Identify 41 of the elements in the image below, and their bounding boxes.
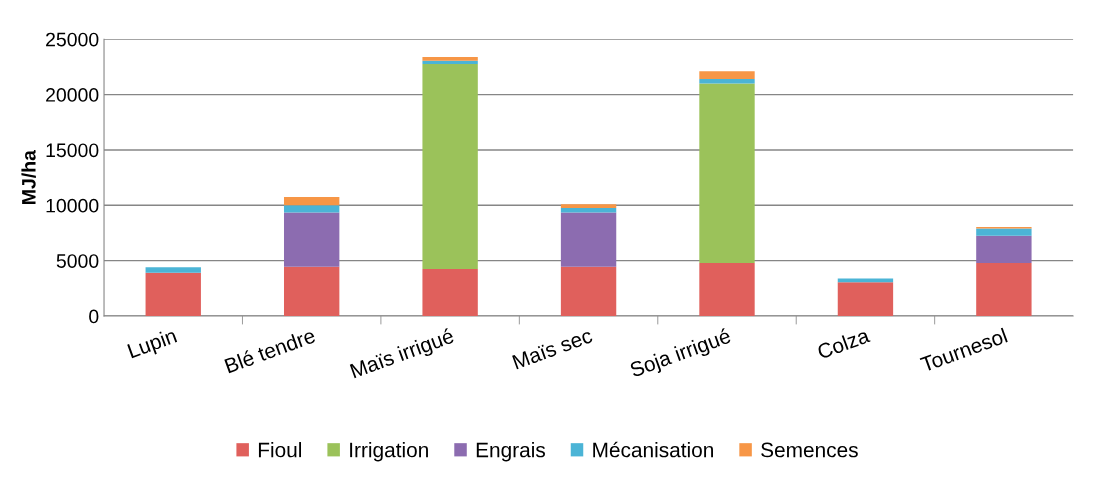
y-tick-label: 10000 (46, 198, 99, 213)
bar (422, 64, 478, 269)
bar (284, 212, 340, 267)
bar (699, 71, 755, 80)
x-tick-label: Soja irrigué (628, 327, 733, 382)
legend-label: Engrais (476, 442, 545, 462)
legend-label: Irrigation (350, 442, 428, 462)
y-tick-label: 15000 (46, 143, 99, 158)
y-tick-label: 5000 (56, 254, 99, 268)
legend-label: Mécanisation (593, 441, 713, 458)
y-tick-label: 0 (89, 309, 99, 324)
bar (699, 79, 755, 84)
bar (422, 268, 478, 317)
bar (560, 208, 617, 213)
x-tick-label: Maïs irrigué (349, 327, 456, 383)
bar (560, 266, 617, 317)
x-tick-label: Maïs sec (512, 328, 594, 370)
bar (976, 228, 1032, 236)
x-tick-label: Lupin (126, 327, 179, 363)
bar (976, 262, 1032, 317)
legend-label: Semences (761, 442, 858, 458)
bar (837, 282, 894, 317)
bar (284, 266, 340, 317)
x-tick-label: Blé tendre (223, 327, 317, 374)
bar (837, 278, 894, 283)
bar (976, 235, 1032, 263)
bar (560, 204, 617, 209)
y-tick-label: 25000 (46, 32, 99, 47)
bar (699, 83, 755, 263)
x-tick-label: Colza (816, 327, 871, 360)
y-axis-title: MJ/ha (21, 149, 36, 204)
bar (422, 60, 478, 65)
bar (422, 56, 478, 61)
legend-label: Fioul (258, 442, 302, 458)
bar (145, 267, 201, 273)
bar (560, 212, 617, 267)
bar (145, 272, 201, 317)
y-tick-label: 20000 (46, 88, 99, 102)
bar (699, 262, 755, 317)
bar (284, 197, 340, 206)
bar (284, 205, 340, 213)
